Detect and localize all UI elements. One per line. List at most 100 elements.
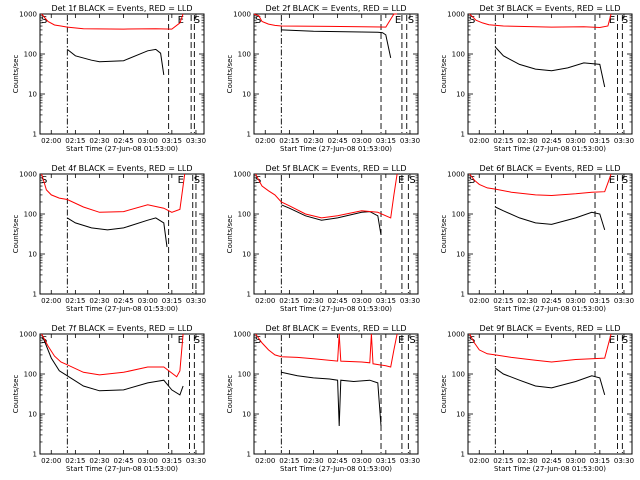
x-tick-label: 03:30 [186,297,206,305]
y-axis-label: Counts/sec [440,55,448,94]
x-axis-label: Start Time (27-Jun-08 01:53:00) [66,305,178,313]
x-tick-label: 03:30 [186,137,206,145]
x-tick-label: 02:00 [469,457,489,465]
x-axis-label: Start Time (27-Jun-08 01:53:00) [280,145,392,153]
x-axis-label: Start Time (27-Jun-08 01:53:00) [494,465,606,473]
event-marker-label: E [609,15,615,26]
x-tick-label: 02:45 [328,137,348,145]
x-tick-label: 02:15 [279,137,299,145]
event-marker-label: S [469,175,475,186]
lld-series-line [255,333,398,368]
panel-title: Det 5f BLACK = Events, RED = LLD [265,164,406,173]
x-tick-label: 03:00 [138,297,158,305]
x-tick-label: 02:00 [469,297,489,305]
events-series-line [494,46,606,88]
event-marker-label: S [622,15,628,26]
detector-panel: Det 9f BLACK = Events, RED = LLD 1 10 100 10… [440,324,634,473]
event-marker-label: E [395,15,401,26]
panel-title: Det 8f BLACK = Events, RED = LLD [265,324,406,333]
x-axis-label: Start Time (27-Jun-08 01:53:00) [280,305,392,313]
y-tick-label: 10 [456,411,465,419]
panel-title: Det 4f BLACK = Events, RED = LLD [51,164,192,173]
y-tick-label: 1 [461,451,465,459]
y-tick-label: 10 [242,251,251,259]
x-tick-label: 02:30 [89,137,109,145]
x-tick-label: 02:45 [114,457,134,465]
event-marker-label: E [609,175,615,186]
lld-series-line [469,333,612,363]
x-tick-label: 03:15 [162,457,182,465]
y-tick-label: 10 [28,251,37,259]
y-tick-label: 100 [452,371,465,379]
y-tick-label: 1 [33,451,37,459]
x-axis-label: Start Time (27-Jun-08 01:53:00) [66,465,178,473]
plot-frame [253,333,419,455]
detector-panel: Det 5f BLACK = Events, RED = LLD 1 10 100 10… [226,164,420,313]
x-tick-label: 02:15 [65,457,85,465]
x-tick-label: 02:15 [493,297,513,305]
x-tick-label: 02:00 [255,297,275,305]
y-tick-label: 100 [24,211,37,219]
x-tick-label: 03:30 [400,297,420,305]
y-tick-label: 1 [33,131,37,139]
panel-title: Det 2f BLACK = Events, RED = LLD [265,4,406,13]
x-tick-label: 02:30 [89,457,109,465]
plot-frame [253,13,419,135]
detector-panel: Det 6f BLACK = Events, RED = LLD 1 10 100 10… [440,164,634,313]
x-tick-label: 02:15 [493,457,513,465]
plot-frame [467,173,633,295]
x-tick-label: 03:15 [376,457,396,465]
event-marker-label: S [469,335,475,346]
event-marker-label: S [194,335,200,346]
detector-panel: Det 3f BLACK = Events, RED = LLD 1 10 100 10… [440,4,634,153]
x-tick-label: 03:15 [376,137,396,145]
plot-frame [467,333,633,455]
event-marker-label: S [409,335,415,346]
panel-title: Det 9f BLACK = Events, RED = LLD [479,324,620,333]
x-tick-label: 03:15 [590,457,610,465]
y-tick-label: 1000 [447,171,465,179]
y-tick-label: 10 [456,251,465,259]
x-tick-label: 02:15 [65,297,85,305]
y-tick-label: 10 [242,411,251,419]
detector-panel: Det 8f BLACK = Events, RED = LLD 1 10 100 10… [226,324,420,473]
lld-series-line [253,13,398,28]
y-tick-label: 1000 [233,331,251,339]
event-marker-label: S [409,175,415,186]
detector-panel: Det 7f BLACK = Events, RED = LLD 1 10 100 10… [12,324,206,473]
events-series-line [42,337,184,396]
y-tick-label: 10 [28,411,37,419]
y-tick-label: 1000 [233,171,251,179]
event-marker-label: S [255,175,261,186]
events-series-line [67,217,168,248]
lld-series-line [469,173,612,197]
x-axis-label: Start Time (27-Jun-08 01:53:00) [66,145,178,153]
event-marker-label: S [469,15,475,26]
y-axis-label: Counts/sec [226,215,234,254]
x-tick-label: 03:00 [566,297,586,305]
event-marker-label: S [194,15,200,26]
x-tick-label: 03:15 [590,297,610,305]
detector-panel: Det 1f BLACK = Events, RED = LLD 1 10 100 10… [12,4,206,153]
x-tick-label: 02:45 [114,297,134,305]
x-tick-label: 03:00 [352,297,372,305]
events-series-line [66,48,165,75]
y-axis-label: Counts/sec [440,215,448,254]
y-axis-label: Counts/sec [226,55,234,94]
y-tick-label: 10 [28,91,37,99]
x-tick-label: 03:00 [566,137,586,145]
x-tick-label: 02:45 [328,457,348,465]
events-series-line [281,204,382,235]
x-tick-label: 02:15 [493,137,513,145]
x-tick-label: 03:30 [614,297,634,305]
x-axis-label: Start Time (27-Jun-08 01:53:00) [494,145,606,153]
y-tick-label: 100 [24,51,37,59]
x-tick-label: 02:30 [517,297,537,305]
x-tick-label: 02:00 [255,457,275,465]
x-tick-label: 03:15 [162,137,182,145]
event-marker-label: E [178,175,184,186]
y-tick-label: 1000 [19,331,37,339]
x-tick-label: 02:45 [542,137,562,145]
detector-panel: Det 2f BLACK = Events, RED = LLD 1 10 100 10… [226,4,420,153]
